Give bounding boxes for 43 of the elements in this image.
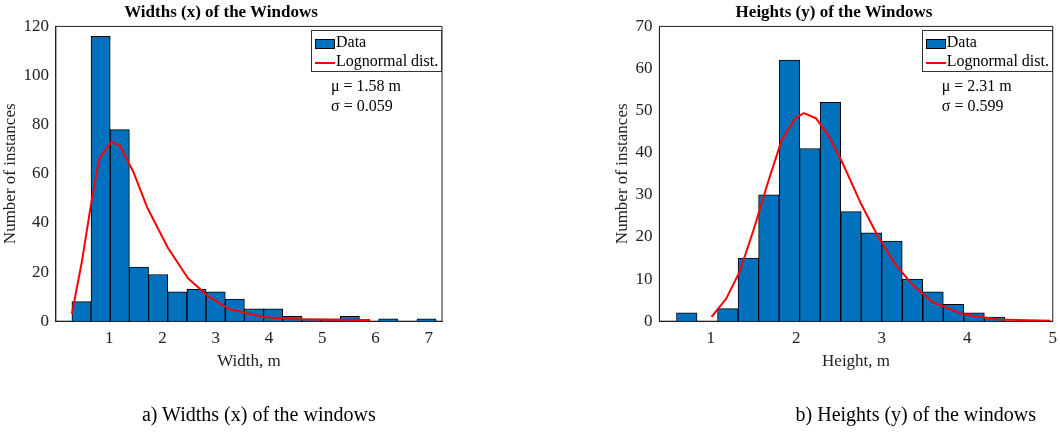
text: b) Heights (y) of the windows [795, 403, 1037, 426]
x-tick-label: 4 [264, 327, 274, 347]
x-axis-title: Height, m [822, 351, 891, 371]
legend-label: Lognormal dist. [945, 51, 1049, 71]
y-tick-label: 20 [635, 226, 653, 246]
x-tick-label: 6 [371, 327, 380, 347]
x-axis-title: Width, m [217, 351, 281, 371]
legend-label: Data [335, 32, 368, 52]
y-tick-label: 0 [643, 310, 653, 330]
y-tick-label: 50 [635, 100, 653, 120]
annotation: μ = 1.58 m [331, 76, 402, 97]
annotation: μ = 2.31 m [941, 76, 1012, 97]
x-tick-label: 5 [317, 327, 327, 347]
y-tick-label: 60 [635, 57, 653, 77]
legend-label: Lognormal dist. [335, 51, 439, 71]
chart-title: Widths (x) of the Windows [124, 1, 319, 21]
chart-title: Heights (y) of the Windows [735, 1, 933, 21]
y-tick-label: 40 [635, 142, 653, 162]
x-tick-label: 1 [104, 327, 114, 347]
text: a) Widths (x) of the windows [141, 403, 376, 426]
y-tick-label: 100 [23, 65, 49, 84]
y-tick-label: 10 [635, 268, 653, 288]
y-axis-title: Number of instances [611, 103, 631, 245]
y-tick-label: 0 [40, 310, 49, 330]
y-tick-label: 60 [31, 163, 49, 183]
y-tick-label: 120 [23, 15, 49, 35]
annotation: σ = 0.059 [331, 96, 393, 117]
y-tick-label: 20 [31, 261, 49, 281]
y-axis-title: Number of instances [0, 103, 19, 245]
x-tick-label: 5 [1048, 327, 1057, 347]
y-tick-label: 70 [635, 15, 653, 35]
x-tick-label: 3 [211, 327, 220, 347]
x-tick-label: 3 [877, 327, 886, 347]
legend-label: Data [945, 32, 978, 52]
x-tick-label: 4 [962, 327, 972, 347]
y-tick-label: 30 [635, 184, 653, 204]
y-tick-label: 40 [31, 212, 49, 232]
annotation: σ = 0.599 [941, 96, 1004, 117]
x-tick-label: 2 [791, 327, 801, 347]
y-tick-label: 80 [31, 114, 49, 134]
x-tick-label: 1 [706, 327, 715, 347]
x-tick-label: 2 [158, 327, 167, 347]
x-tick-label: 7 [424, 327, 434, 347]
